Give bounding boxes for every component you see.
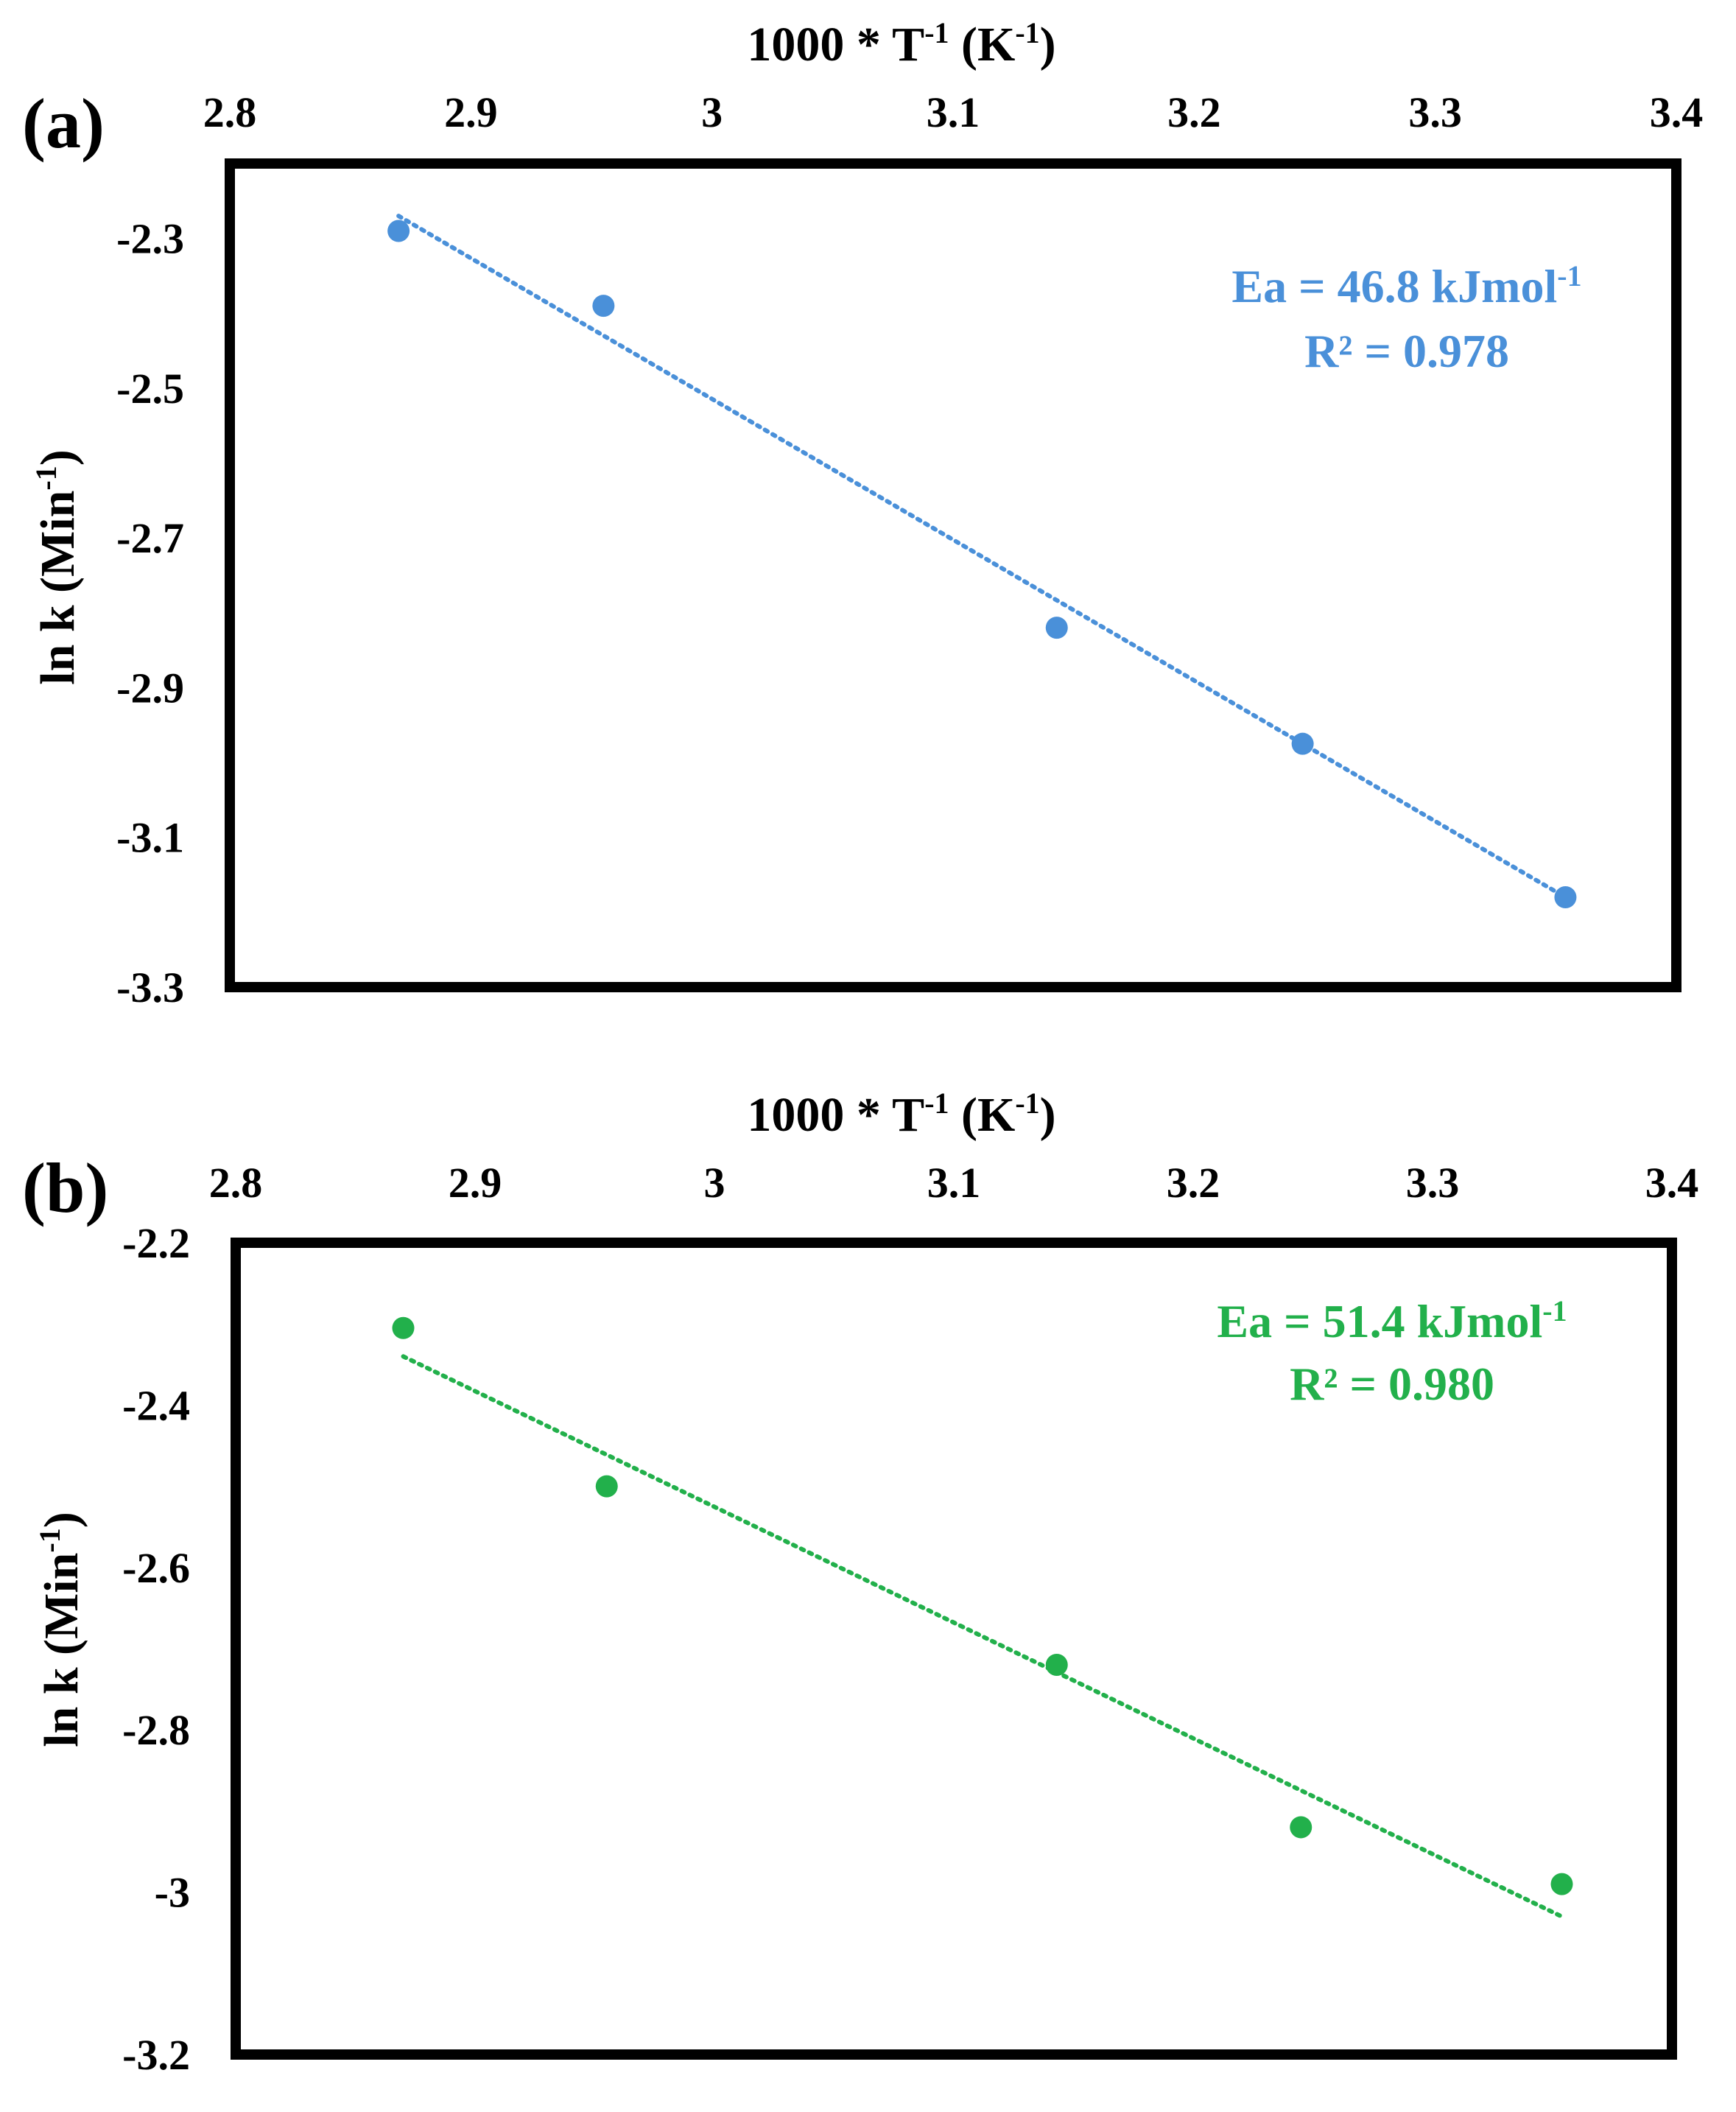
panel-a-plot-frame (225, 158, 1681, 992)
panel-b-x-tick-label: 2.8 (209, 1159, 263, 1207)
panel-b: (b) 1000 * T-1 (K-1) ln k (Min-1) 2.8 2.9… (22, 1087, 1698, 2079)
panel-b-y-tick-label: -2.6 (122, 1544, 190, 1592)
panel-a-trendline (396, 214, 1568, 900)
panel-a-x-ticks: 2.8 2.9 3 3.1 3.2 3.3 3.4 (203, 88, 1704, 136)
panel-a-points (387, 220, 1577, 909)
panel-b-x-tick-label: 3.2 (1167, 1159, 1220, 1207)
panel-b-data-point (595, 1475, 618, 1498)
panel-a-x-tick-label: 3.2 (1167, 88, 1221, 136)
panel-a-y-tick-label: -2.9 (116, 664, 184, 712)
panel-a-x-tick-label: 2.8 (203, 88, 257, 136)
panel-a-data-point (1554, 886, 1577, 909)
panel-a-data-point (1045, 617, 1068, 639)
panel-a-y-tick-label: -3.1 (116, 814, 184, 862)
panel-a-y-axis-title: ln k (Min-1) (29, 449, 85, 684)
panel-a-x-tick-label: 3.1 (927, 88, 980, 136)
panel-b-x-tick-label: 3.4 (1645, 1159, 1699, 1207)
panel-b-data-point (1550, 1873, 1573, 1895)
panel-b-plot-frame (231, 1238, 1677, 2060)
panel-a-x-tick-label: 3.4 (1650, 88, 1704, 136)
panel-b-y-axis-title: ln k (Min-1) (33, 1512, 88, 1747)
panel-b-x-tick-label: 3 (704, 1159, 725, 1207)
panel-b-x-ticks: 2.8 2.9 3 3.1 3.2 3.3 3.4 (209, 1159, 1699, 1207)
panel-a-x-axis-title: 1000 * T-1 (K-1) (747, 16, 1055, 71)
panel-a-y-tick-label: -2.5 (116, 365, 184, 413)
panel-a-data-point (1291, 732, 1314, 755)
panel-a-data-point (592, 295, 615, 317)
panel-b-label: (b) (22, 1148, 108, 1227)
panel-b-y-tick-label: -2.2 (122, 1219, 190, 1267)
panel-b-data-point (1045, 1654, 1068, 1677)
panel-b-x-axis-title: 1000 * T-1 (K-1) (747, 1087, 1055, 1142)
panel-b-y-tick-label: -3 (155, 1869, 190, 1917)
panel-a-x-tick-label: 3.3 (1408, 88, 1462, 136)
panel-a-data-point (387, 220, 410, 242)
panel-b-y-ticks: -2.2 -2.4 -2.6 -2.8 -3 -3.2 (122, 1219, 190, 2079)
panel-b-data-point (392, 1316, 415, 1339)
panel-a: (a) 1000 * T-1 (K-1) ln k (Min-1) 2.8 2.9… (22, 16, 1703, 1011)
panel-b-y-tick-label: -2.8 (122, 1706, 190, 1754)
panel-b-ea-annotation: Ea = 51.4 kJmol-1 (1217, 1294, 1567, 1347)
panel-b-y-tick-label: -3.2 (122, 2031, 190, 2079)
panel-b-data-point (1290, 1816, 1312, 1839)
panel-b-x-tick-label: 3.3 (1406, 1159, 1460, 1207)
panel-b-x-tick-label: 2.9 (449, 1159, 502, 1207)
panel-b-r2-annotation: R² = 0.980 (1290, 1358, 1494, 1410)
panel-a-y-tick-label: -2.3 (116, 215, 184, 263)
panel-a-label: (a) (22, 84, 105, 163)
panel-a-r2-annotation: R² = 0.978 (1304, 325, 1509, 377)
panel-b-x-tick-label: 3.1 (927, 1159, 981, 1207)
panel-a-y-tick-label: -2.7 (116, 514, 184, 562)
panel-a-x-tick-label: 3 (701, 88, 723, 136)
panel-a-ea-annotation: Ea = 46.8 kJmol-1 (1231, 259, 1581, 312)
panel-b-trendline (401, 1354, 1564, 1919)
panel-a-y-ticks: -2.3 -2.5 -2.7 -2.9 -3.1 -3.3 (116, 215, 184, 1011)
panel-b-y-tick-label: -2.4 (122, 1381, 190, 1429)
panel-a-x-tick-label: 2.9 (444, 88, 498, 136)
panel-b-points (392, 1316, 1573, 1895)
panel-a-y-tick-label: -3.3 (116, 964, 184, 1011)
